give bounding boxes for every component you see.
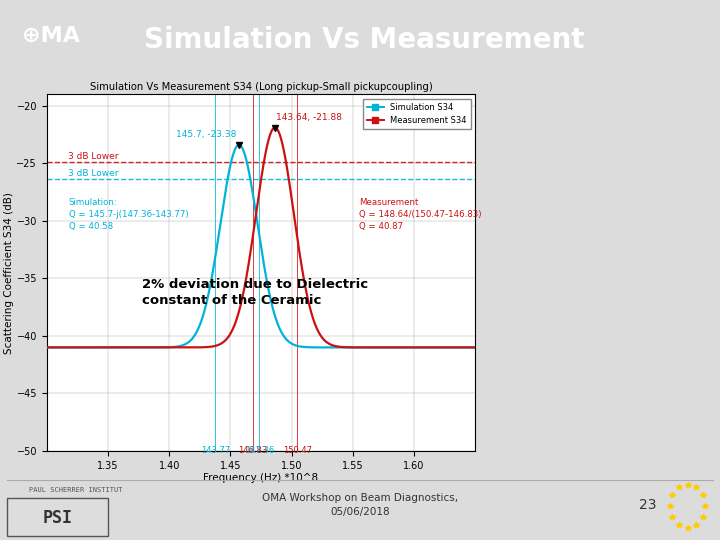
Text: 23: 23 [639,498,657,512]
Text: Simulation Vs Measurement: Simulation Vs Measurement [144,26,585,54]
Text: PAUL SCHERRER INSTITUT: PAUL SCHERRER INSTITUT [29,487,122,494]
Text: 150.47: 150.47 [283,446,312,455]
Text: 147.36: 147.36 [245,446,274,455]
Text: OMA Workshop on Beam Diagnostics,
05/06/2018: OMA Workshop on Beam Diagnostics, 05/06/… [262,494,458,516]
Text: 3 dB Lower: 3 dB Lower [68,170,118,179]
X-axis label: Frequency (Hz) *10^8: Frequency (Hz) *10^8 [204,474,318,483]
Text: ⊕MA: ⊕MA [22,26,80,46]
Text: 2% deviation due to Dielectric
constant of the Ceramic: 2% deviation due to Dielectric constant … [143,279,369,307]
Text: 3 dB Lower: 3 dB Lower [68,152,118,161]
Text: Measurement
Q = 148.64/(150.47-146.83)
Q = 40.87: Measurement Q = 148.64/(150.47-146.83) Q… [359,198,482,231]
Text: Simulation:
Q = 145.7-j(147.36-143.77)
Q = 40.58: Simulation: Q = 145.7-j(147.36-143.77) Q… [69,198,189,231]
Y-axis label: Scattering Coefficient S34 (dB): Scattering Coefficient S34 (dB) [4,192,14,354]
Text: 143.64, -21.88: 143.64, -21.88 [276,112,342,122]
Text: 145.7, -23.38: 145.7, -23.38 [176,130,237,139]
Text: PSI: PSI [42,509,73,526]
Legend: Simulation S34, Measurement S34: Simulation S34, Measurement S34 [363,99,471,129]
Text: 143.77: 143.77 [201,446,230,455]
Title: Simulation Vs Measurement S34 (Long pickup-Small pickupcoupling): Simulation Vs Measurement S34 (Long pick… [89,82,433,92]
Text: 146.83: 146.83 [238,446,267,455]
FancyBboxPatch shape [7,498,108,537]
